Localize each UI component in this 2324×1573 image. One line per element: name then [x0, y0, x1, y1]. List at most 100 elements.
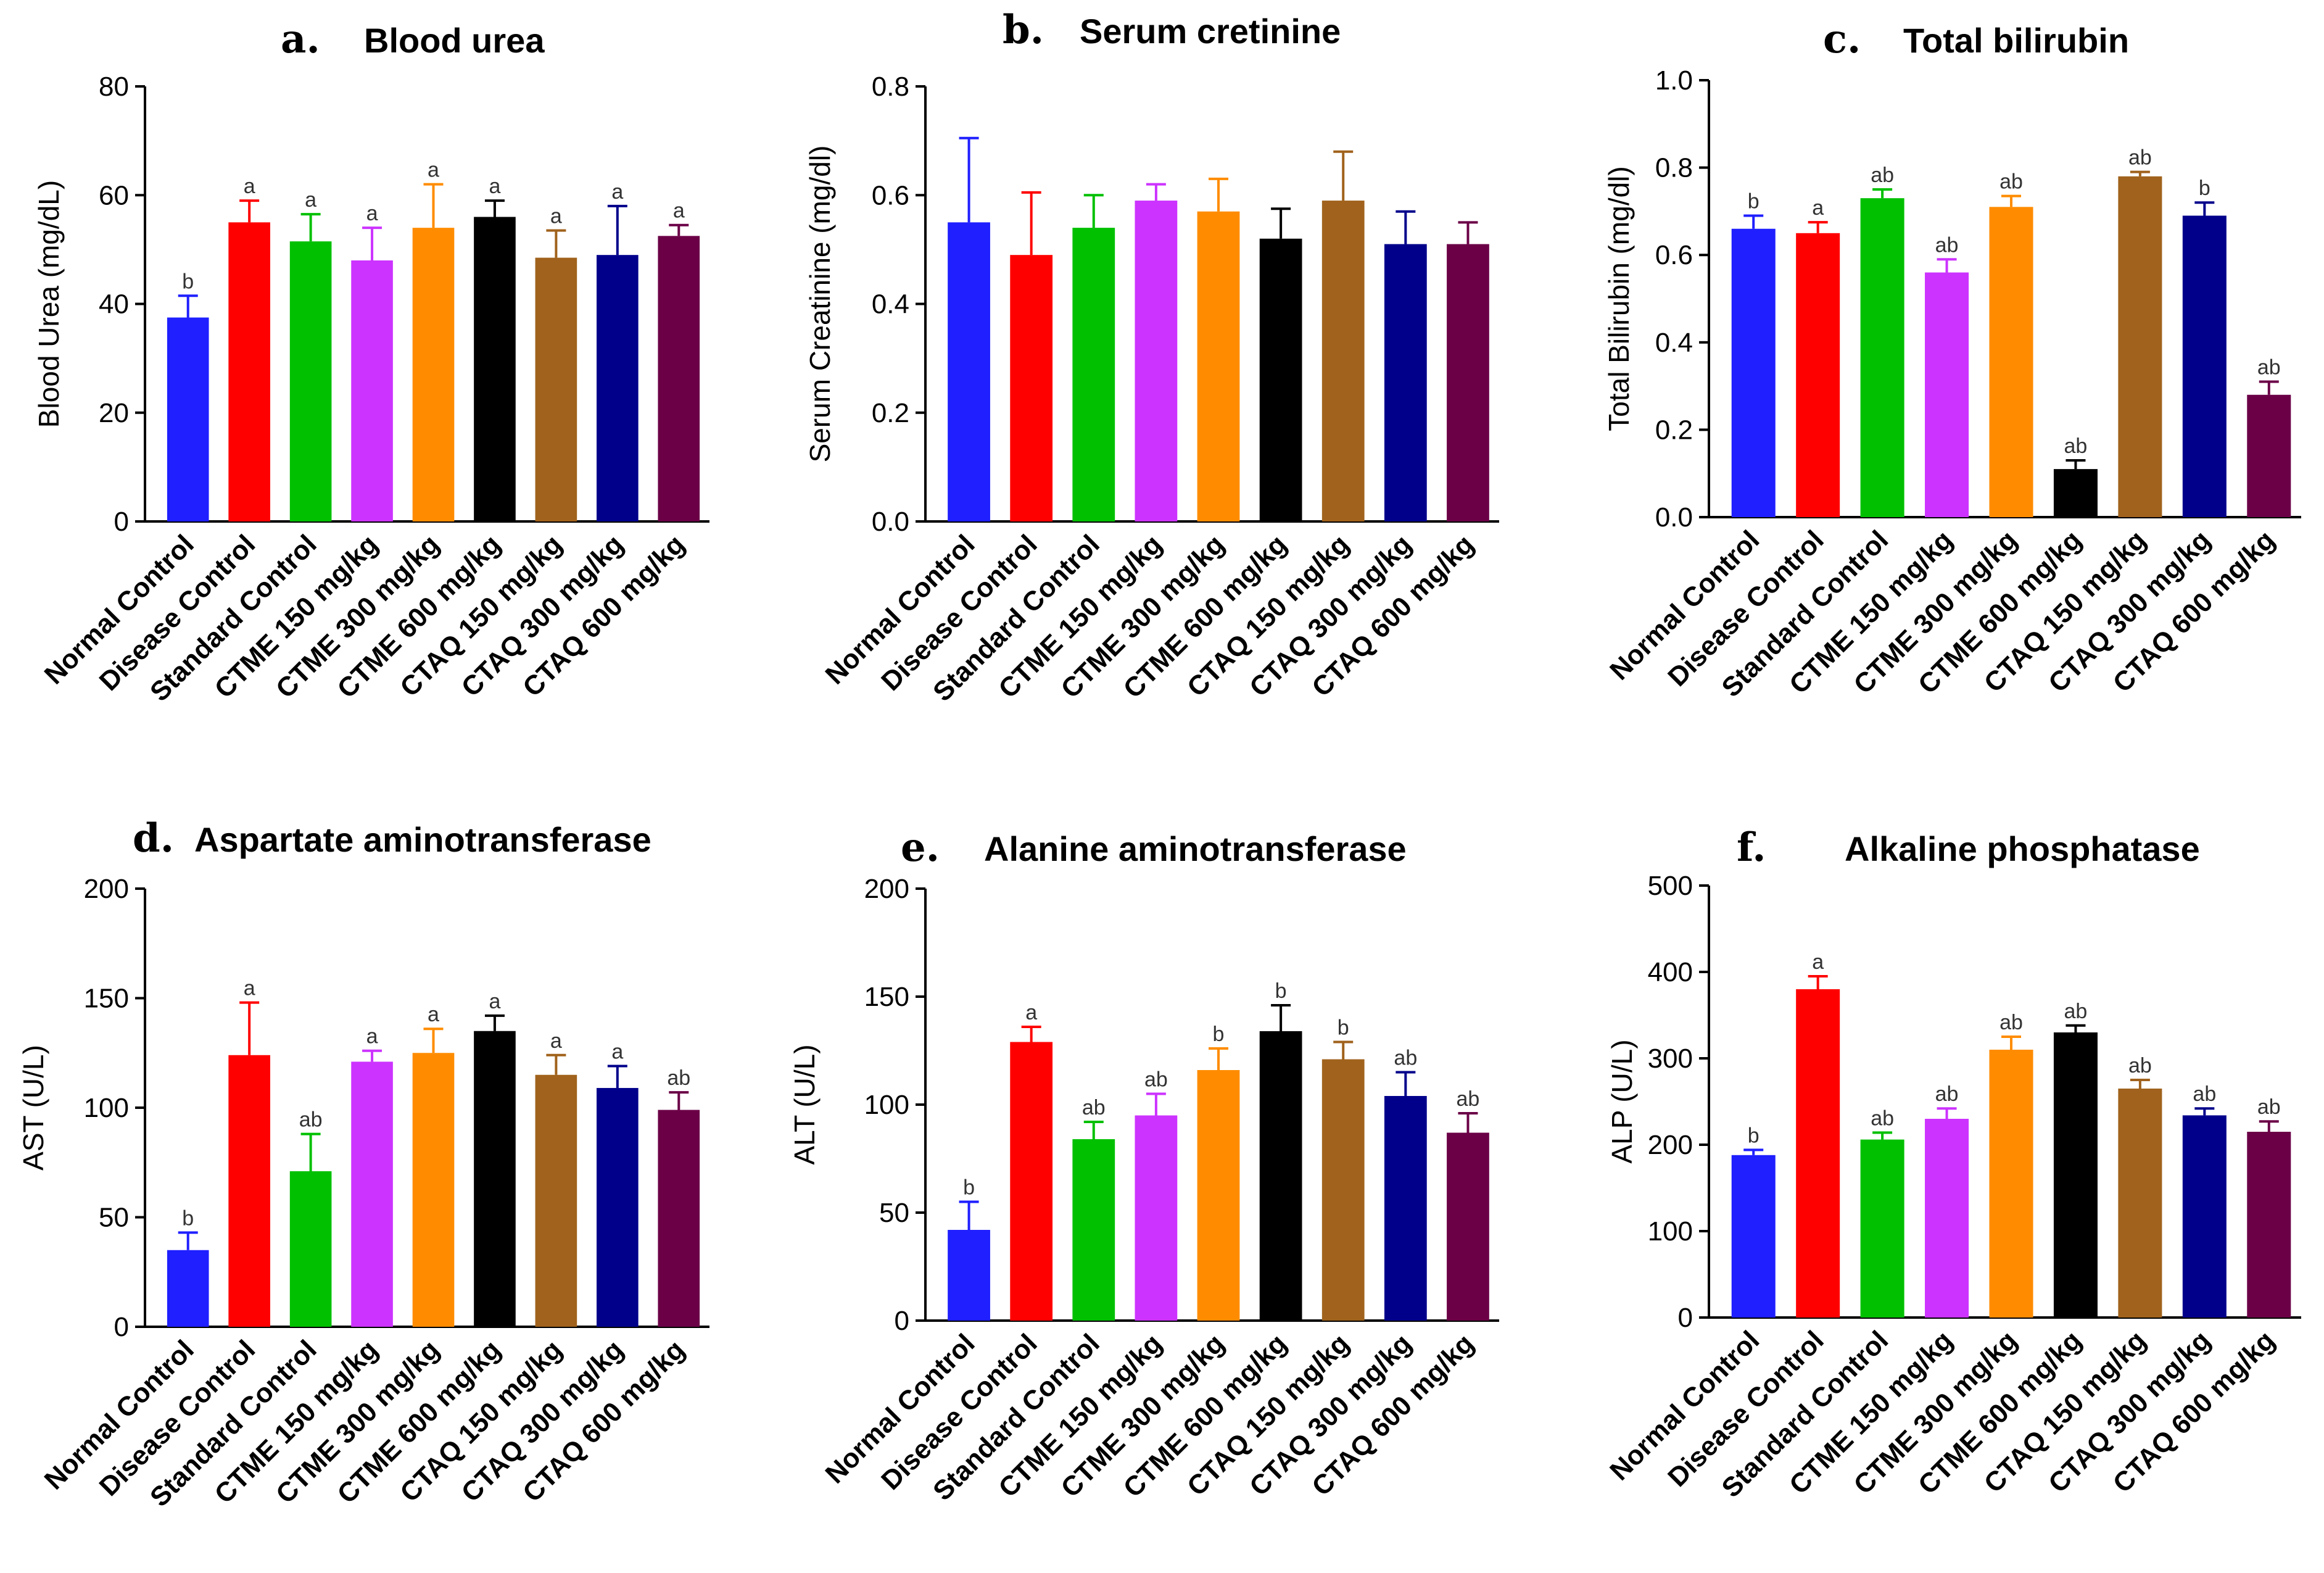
bar-4 — [1135, 201, 1178, 521]
significance-label: ab — [1935, 233, 1959, 257]
chart-panel-3: c. Total bilirubin 0.0 0.2 0.4 0.6 0.8 1.0 Total… — [1603, 16, 2301, 703]
bar-5 — [412, 228, 455, 521]
y-tick-label: 0 — [114, 1312, 129, 1342]
chart-title: Serum cretinine — [1080, 12, 1341, 51]
y-tick-label: 200 — [864, 874, 909, 904]
significance-label: ab — [2193, 1082, 2216, 1106]
significance-label: ab — [2257, 356, 2281, 380]
bar-3 — [289, 1171, 332, 1327]
bar-8 — [597, 1088, 639, 1327]
y-axis-title: Blood Urea (mg/dL) — [33, 180, 65, 428]
bar-4 — [1135, 1115, 1178, 1321]
y-tick-label: 0.4 — [1655, 328, 1693, 358]
bar-3 — [1860, 198, 1904, 517]
bar-7 — [2118, 176, 2162, 517]
significance-label: a — [428, 1003, 439, 1026]
y-tick-label: 0 — [1678, 1303, 1693, 1333]
significance-label: ab — [667, 1066, 690, 1090]
y-tick-label: 100 — [864, 1090, 909, 1120]
bar-2 — [228, 222, 270, 521]
y-tick-label: 80 — [99, 72, 129, 102]
bar-8 — [1384, 1096, 1427, 1321]
bar-7 — [535, 257, 577, 521]
significance-label: b — [2199, 176, 2210, 200]
y-tick-label: 0.2 — [1655, 415, 1693, 445]
bar-9 — [658, 236, 700, 521]
y-tick-label: 0.6 — [872, 180, 909, 210]
significance-label: a — [366, 1025, 378, 1048]
significance-label: b — [182, 1206, 194, 1230]
bar-6 — [1259, 238, 1302, 521]
y-tick-label: 20 — [99, 398, 129, 428]
bar-4 — [351, 260, 393, 521]
y-tick-label: 300 — [1648, 1044, 1693, 1074]
y-tick-label: 0.2 — [872, 398, 909, 428]
bar-4 — [1925, 272, 1969, 517]
significance-label: a — [1025, 1001, 1037, 1024]
panel-letter: d. — [133, 815, 174, 861]
y-tick-label: 400 — [1648, 957, 1693, 987]
significance-label: ab — [1999, 170, 2023, 194]
bar-6 — [1259, 1031, 1302, 1321]
bar-8 — [597, 255, 639, 521]
bar-7 — [535, 1074, 577, 1327]
y-tick-label: 200 — [84, 874, 129, 904]
significance-label: a — [611, 1040, 623, 1064]
significance-label: b — [182, 270, 194, 293]
significance-label: a — [550, 1029, 562, 1053]
chart-title: Alkaline phosphatase — [1845, 829, 2200, 868]
bar-7 — [1321, 201, 1365, 521]
y-tick-label: 1.0 — [1655, 65, 1693, 96]
y-tick-label: 150 — [864, 982, 909, 1012]
significance-label: ab — [1871, 1106, 1894, 1130]
significance-label: ab — [2064, 434, 2088, 458]
y-tick-label: 100 — [84, 1093, 129, 1123]
significance-label: ab — [1457, 1087, 1480, 1111]
bar-9 — [2247, 394, 2291, 517]
significance-label: ab — [2064, 1000, 2088, 1023]
significance-label: a — [673, 199, 685, 223]
y-tick-label: 0.0 — [872, 507, 909, 537]
significance-label: a — [305, 188, 316, 212]
bar-5 — [1197, 211, 1240, 521]
bar-8 — [1384, 244, 1427, 521]
bar-9 — [1447, 244, 1489, 521]
bar-5 — [1989, 207, 2033, 517]
y-tick-label: 0 — [114, 507, 129, 537]
y-tick-label: 0.6 — [1655, 240, 1693, 270]
bar-4 — [351, 1061, 393, 1327]
bar-9 — [658, 1110, 700, 1327]
y-axis-title: Serum Creatinine (mg/dl) — [804, 146, 836, 463]
panel-letter: a. — [281, 16, 320, 62]
chart-title: Blood urea — [364, 21, 545, 60]
significance-label: ab — [1999, 1011, 2023, 1034]
significance-label: ab — [1935, 1082, 1959, 1106]
bar-1 — [167, 1250, 209, 1327]
panel-letter: b. — [1003, 7, 1044, 53]
significance-label: ab — [299, 1108, 323, 1132]
bar-2 — [1010, 1042, 1053, 1321]
significance-label: a — [428, 159, 439, 182]
y-axis-title: ALT (U/L) — [788, 1044, 821, 1164]
chart-panel-5: e. Alanine aminotransferase 0 50 100 150 200 AL… — [788, 824, 1499, 1506]
bar-2 — [228, 1055, 270, 1327]
chart-panel-6: f. Alkaline phosphatase 0 100 200 300 400 500 AL… — [1604, 824, 2301, 1503]
y-tick-label: 500 — [1648, 871, 1693, 901]
significance-label: b — [1748, 189, 1760, 213]
chart-panel-2: b. Serum cretinine 0.0 0.2 0.4 0.6 0.8 Serum Cr… — [804, 7, 1499, 707]
bar-8 — [2182, 1115, 2227, 1318]
bar-5 — [1989, 1050, 2033, 1318]
significance-label: a — [550, 205, 562, 228]
bar-1 — [1731, 228, 1776, 517]
panel-letter: c. — [1823, 16, 1861, 62]
significance-label: ab — [2128, 146, 2152, 170]
y-axis-title: AST (U/L) — [17, 1045, 49, 1171]
bar-1 — [167, 317, 209, 521]
bar-5 — [412, 1053, 455, 1327]
significance-label: b — [963, 1176, 975, 1200]
bar-1 — [948, 1230, 990, 1321]
y-axis-title: Total Bilirubin (mg/dl) — [1603, 166, 1635, 431]
significance-label: a — [1812, 950, 1824, 974]
bar-8 — [2182, 215, 2227, 517]
significance-label: a — [366, 202, 378, 225]
